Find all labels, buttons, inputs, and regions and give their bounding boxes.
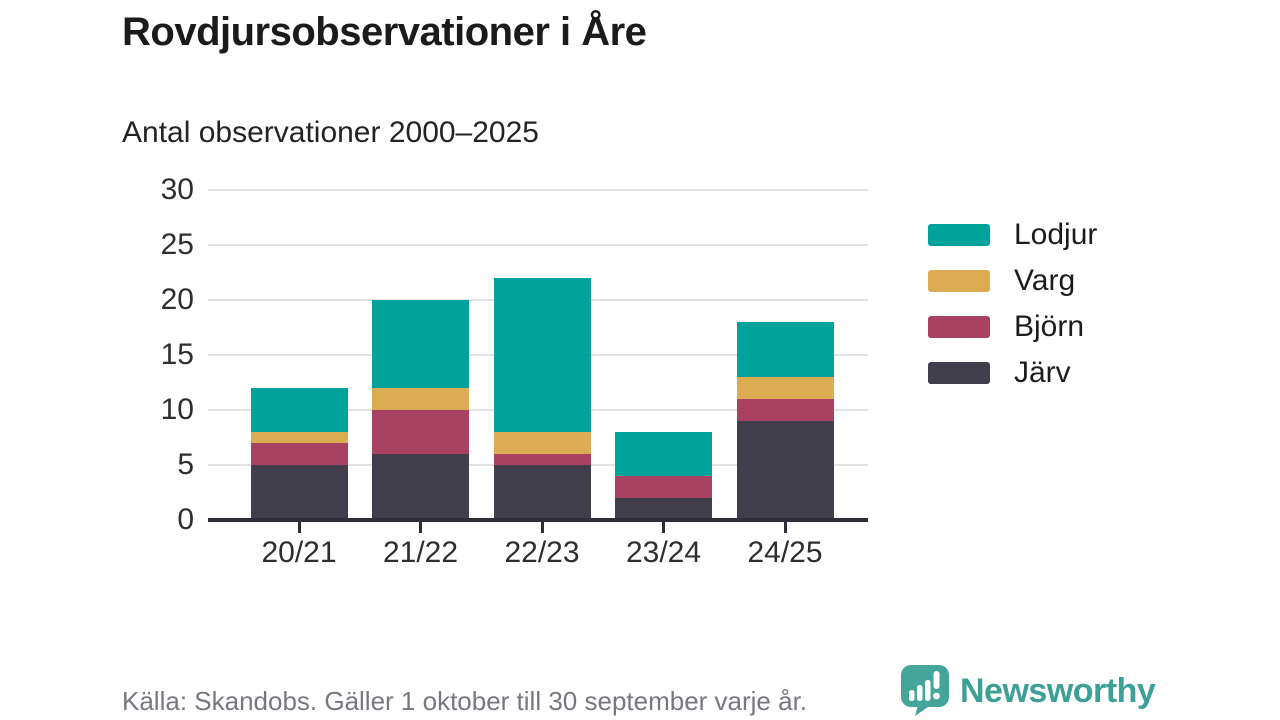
bar-stack-24-25 bbox=[736, 322, 834, 520]
bar-segment-lodjur-21-22 bbox=[372, 300, 469, 388]
legend-label-björn: Björn bbox=[1014, 310, 1085, 343]
y-tick-label-25: 25 bbox=[160, 228, 194, 261]
bar-stack-22-23 bbox=[493, 278, 591, 520]
brand-name: Newsworthy bbox=[960, 672, 1156, 710]
legend-row-björn: Björn bbox=[928, 312, 1097, 342]
x-tick-label-21-22: 21/22 bbox=[382, 536, 459, 569]
bar-segment-järv-24-25 bbox=[736, 421, 834, 520]
legend-swatch-björn bbox=[928, 316, 990, 338]
gridline-30 bbox=[208, 189, 868, 191]
y-tick-label-30: 30 bbox=[160, 173, 194, 206]
legend-swatch-lodjur bbox=[928, 224, 990, 246]
bar-segment-lodjur-23-24 bbox=[615, 432, 712, 476]
y-tick-label-20: 20 bbox=[160, 283, 194, 316]
source-note: Källa: Skandobs. Gäller 1 oktober till 3… bbox=[122, 686, 808, 716]
legend-row-lodjur: Lodjur bbox=[928, 220, 1097, 250]
newsworthy-speech-bubble-chart-icon bbox=[901, 665, 949, 716]
bar-stack-21-22 bbox=[372, 300, 469, 520]
x-axis-line bbox=[208, 518, 868, 522]
bar-segment-varg-22-23 bbox=[493, 432, 591, 454]
chart-subtitle: Antal observationer 2000–2025 bbox=[122, 116, 539, 149]
bar-segment-varg-20-21 bbox=[250, 432, 348, 443]
bar-segment-varg-21-22 bbox=[372, 388, 469, 410]
legend-label-lodjur: Lodjur bbox=[1014, 218, 1098, 251]
x-tick-label-24-25: 24/25 bbox=[747, 536, 823, 569]
bar-segment-järv-22-23 bbox=[493, 465, 591, 520]
legend-label-järv: Järv bbox=[1014, 356, 1071, 389]
bar-segment-järv-23-24 bbox=[615, 498, 712, 520]
bar-segment-björn-20-21 bbox=[250, 443, 348, 465]
x-tick-label-23-24: 23/24 bbox=[625, 536, 702, 569]
bar-segment-järv-21-22 bbox=[372, 454, 469, 520]
legend-row-varg: Varg bbox=[928, 266, 1097, 296]
bar-segment-lodjur-20-21 bbox=[250, 388, 348, 432]
plot-area: 0 5 10 15 20 25 30 20/21 21/22 22/23 23/24 24/25 bbox=[161, 175, 868, 568]
bar-segment-björn-24-25 bbox=[736, 399, 834, 421]
legend-row-järv: Järv bbox=[928, 358, 1097, 388]
bar-segment-björn-22-23 bbox=[493, 454, 591, 465]
y-tick-label-5: 5 bbox=[177, 448, 194, 481]
page-title: Rovdjursobservationer i Åre bbox=[122, 10, 647, 54]
legend-label-varg: Varg bbox=[1014, 264, 1076, 297]
bar-segment-lodjur-22-23 bbox=[493, 278, 591, 432]
legend: Lodjur Varg Björn Järv bbox=[928, 220, 1097, 408]
legend-swatch-järv bbox=[928, 362, 990, 384]
bar-segment-björn-21-22 bbox=[372, 410, 469, 454]
y-tick-label-15: 15 bbox=[160, 338, 194, 371]
bar-segment-varg-24-25 bbox=[736, 377, 834, 399]
bar-stack-20-21 bbox=[250, 388, 348, 520]
x-tick-label-22-23: 22/23 bbox=[504, 536, 580, 569]
bar-segment-björn-23-24 bbox=[615, 476, 712, 498]
legend-swatch-varg bbox=[928, 270, 990, 292]
y-tick-label-0: 0 bbox=[177, 503, 194, 536]
x-tick-23-24 bbox=[662, 522, 665, 533]
x-tick-22-23 bbox=[540, 522, 544, 533]
x-tick-label-20-21: 20/21 bbox=[261, 536, 337, 569]
x-tick-24-25 bbox=[783, 522, 787, 533]
gridline-25 bbox=[208, 244, 868, 246]
x-tick-20-21 bbox=[297, 522, 301, 533]
bar-stack-23-24 bbox=[615, 432, 712, 520]
x-tick-21-22 bbox=[419, 522, 422, 533]
y-tick-label-10: 10 bbox=[160, 393, 194, 426]
bar-segment-lodjur-24-25 bbox=[736, 322, 834, 377]
branding: Newsworthy bbox=[900, 664, 1156, 716]
bar-segment-järv-20-21 bbox=[250, 465, 348, 520]
